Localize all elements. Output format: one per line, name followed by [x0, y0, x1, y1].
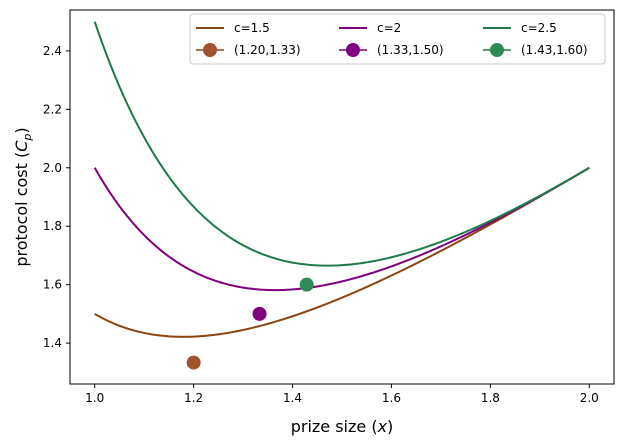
- y-tick-label: 1.8: [43, 219, 62, 233]
- x-tick-label: 1.6: [382, 391, 401, 405]
- minimum-marker-0: [186, 355, 201, 370]
- x-tick-label: 1.4: [283, 391, 302, 405]
- legend-marker-label: (1.20,1.33): [234, 43, 301, 57]
- y-axis-ticks: 1.4 1.6 1.8 2.0 2.2 2.4: [43, 44, 70, 350]
- series-line-0: [94, 166, 590, 338]
- legend-marker-swatch: [490, 43, 504, 57]
- minimum-marker-1: [252, 306, 267, 321]
- x-tick-label: 1.2: [184, 391, 203, 405]
- legend-marker-label: (1.33,1.50): [377, 43, 444, 57]
- legend-marker-swatch: [346, 43, 360, 57]
- x-tick-label: 2.0: [580, 391, 599, 405]
- legend-marker-swatch: [203, 43, 217, 57]
- y-tick-label: 2.4: [43, 44, 62, 58]
- legend-series-label: c=2: [377, 21, 401, 35]
- plot-markers: [186, 277, 314, 370]
- y-tick-label: 1.4: [43, 336, 62, 350]
- legend-series-label: c=2.5: [521, 21, 557, 35]
- axes-frame: [69, 9, 615, 385]
- x-axis-label: prize size (x): [291, 417, 394, 436]
- legend-marker-label: (1.43,1.60): [521, 43, 588, 57]
- series-line-2: [93, 21, 590, 267]
- legend-items: c=1.5 (1.20,1.33) c=2 (1.33,1.50) c=2.5 (1.43…: [196, 21, 588, 57]
- y-tick-label: 2.2: [43, 102, 62, 116]
- minimum-marker-2: [299, 277, 314, 292]
- legend: c=1.5 (1.20,1.33) c=2 (1.33,1.50) c=2.5 (1.43…: [189, 13, 606, 65]
- x-tick-label: 1.8: [481, 391, 500, 405]
- y-tick-label: 2.0: [43, 161, 62, 175]
- x-axis-ticks: 1.0 1.2 1.4 1.6 1.8 2.0: [85, 384, 599, 405]
- plot-lines: [93, 21, 590, 338]
- y-axis-label: protocol cost (Cp): [12, 127, 34, 266]
- x-tick-label: 1.0: [85, 391, 104, 405]
- series-line-1: [93, 166, 590, 292]
- y-tick-label: 1.6: [43, 278, 62, 292]
- legend-series-label: c=1.5: [234, 21, 270, 35]
